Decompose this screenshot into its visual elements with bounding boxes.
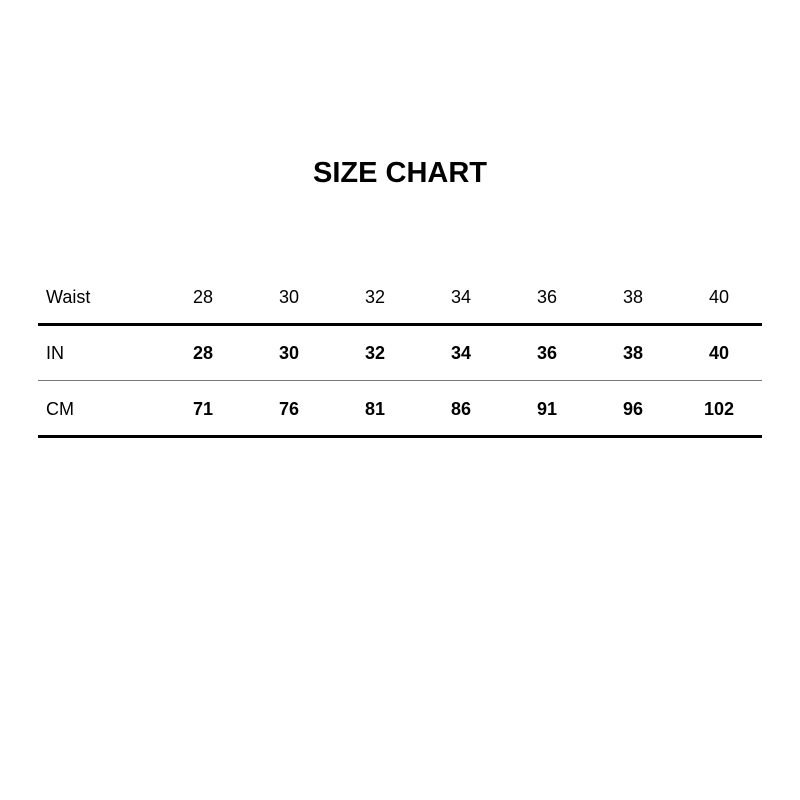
- header-cell: 36: [536, 287, 558, 307]
- header-cell: 32: [364, 287, 386, 307]
- row-label: IN: [46, 343, 64, 363]
- table-cell: 34: [450, 343, 472, 363]
- table-cell: 96: [622, 399, 644, 419]
- divider-thick: [38, 323, 762, 326]
- table-cell: 71: [192, 399, 214, 419]
- header-cell: 28: [192, 287, 214, 307]
- header-label: Waist: [46, 287, 91, 307]
- table-cell: 28: [192, 343, 214, 363]
- header-cell: 34: [450, 287, 472, 307]
- table-cell: 38: [622, 343, 644, 363]
- row-label: CM: [46, 399, 74, 419]
- header-cell: 30: [278, 287, 300, 307]
- page-title: SIZE CHART: [313, 157, 487, 189]
- header-cell: 40: [708, 287, 730, 307]
- table-cell: 86: [450, 399, 472, 419]
- table-cell: 91: [536, 399, 558, 419]
- table-cell: 76: [278, 399, 300, 419]
- table-cell: 102: [703, 399, 735, 419]
- table-cell: 81: [364, 399, 386, 419]
- table-cell: 40: [708, 343, 730, 363]
- table-cell: 32: [364, 343, 386, 363]
- table-cell: 36: [536, 343, 558, 363]
- header-cell: 38: [622, 287, 644, 307]
- table-row-in: IN 28 30 32 34 36 38 40: [0, 341, 800, 365]
- divider-thin: [38, 380, 762, 381]
- table-row-cm: CM 71 76 81 86 91 96 102: [0, 397, 800, 421]
- divider-thick: [38, 435, 762, 438]
- header-row: Waist 28 30 32 34 36 38 40: [0, 285, 800, 309]
- table-cell: 30: [278, 343, 300, 363]
